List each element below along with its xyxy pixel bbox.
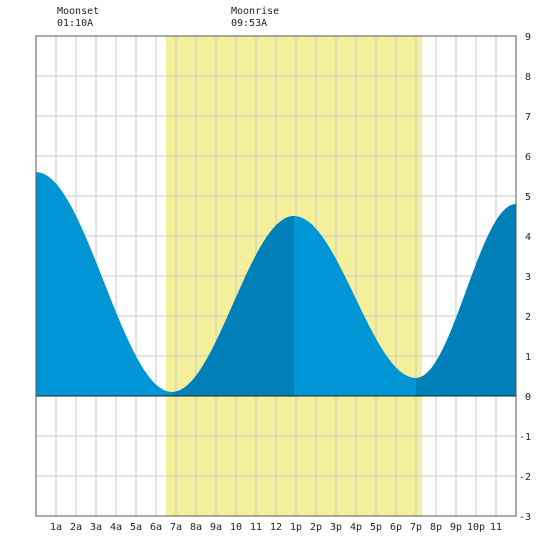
x-tick-label: 6p xyxy=(390,522,402,533)
x-tick-label: 6a xyxy=(150,522,162,533)
y-tick-label: 8 xyxy=(525,72,531,83)
x-tick-label: 3a xyxy=(90,522,102,533)
y-tick-label: 1 xyxy=(525,352,531,363)
y-tick-label: 4 xyxy=(525,232,531,243)
y-tick-label: 5 xyxy=(525,192,531,203)
x-tick-label: 10p xyxy=(467,522,485,533)
plot-frame xyxy=(35,35,517,517)
y-tick-label: -2 xyxy=(519,472,531,483)
moonset-label: Moonset xyxy=(57,6,100,17)
y-tick-label: -3 xyxy=(519,512,531,523)
y-tick-label: 3 xyxy=(525,272,531,283)
y-tick-label: 0 xyxy=(525,392,531,403)
x-tick-label: 11 xyxy=(250,522,262,533)
x-tick-label: 8p xyxy=(430,522,442,533)
x-tick-label: 9a xyxy=(210,522,222,533)
x-tick-label: 7a xyxy=(170,522,182,533)
tide-area-rising xyxy=(172,216,294,396)
y-tick-label: 6 xyxy=(525,152,531,163)
y-tick-label: 2 xyxy=(525,312,531,323)
moonrise-time: 09:53A xyxy=(231,18,268,29)
x-tick-label: 5p xyxy=(370,522,382,533)
x-tick-label: 11 xyxy=(490,522,502,533)
tide-area-rising xyxy=(416,204,516,396)
x-tick-label: 4a xyxy=(110,522,122,533)
x-tick-label: 1a xyxy=(50,522,62,533)
moonrise-label: Moonrise xyxy=(231,6,280,17)
x-tick-label: 4p xyxy=(350,522,362,533)
x-tick-label: 8a xyxy=(190,522,202,533)
x-tick-label: 10 xyxy=(230,522,242,533)
x-tick-label: 2p xyxy=(310,522,322,533)
x-tick-label: 2a xyxy=(70,522,82,533)
x-tick-label: 7p xyxy=(410,522,422,533)
moonset-time: 01:10A xyxy=(57,18,94,29)
y-tick-label: 7 xyxy=(525,112,531,123)
x-tick-label: 9p xyxy=(450,522,462,533)
x-tick-label: 12 xyxy=(270,522,282,533)
y-tick-label: 9 xyxy=(525,32,531,43)
x-tick-label: 1p xyxy=(290,522,302,533)
x-tick-label: 5a xyxy=(130,522,142,533)
y-tick-label: -1 xyxy=(519,432,531,443)
x-tick-label: 3p xyxy=(330,522,342,533)
